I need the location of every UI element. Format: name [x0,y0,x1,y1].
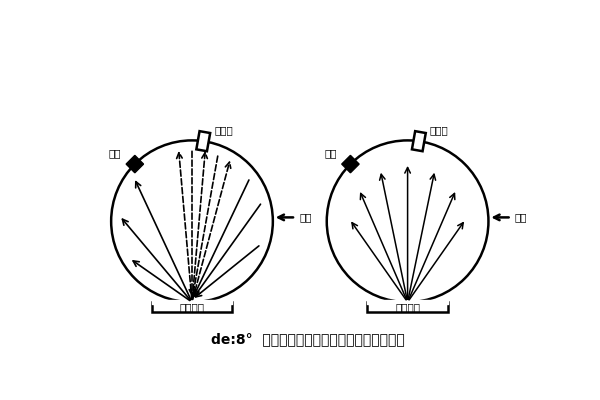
Text: 光肼: 光肼 [324,148,337,158]
Polygon shape [196,131,210,151]
Text: 传感器: 传感器 [214,125,233,135]
Text: 粗糙表面: 粗糙表面 [395,302,420,312]
Polygon shape [126,155,143,173]
Polygon shape [412,131,426,151]
Text: de:8°  几何条件下测量高光泽表面和粗糙表面: de:8° 几何条件下测量高光泽表面和粗糙表面 [211,332,404,346]
Bar [367,302,448,312]
Text: 光滑表面: 光滑表面 [179,302,205,312]
Bar [152,302,232,312]
Text: 光肼: 光肼 [109,148,121,158]
Text: 光源: 光源 [515,212,527,222]
Text: 光源: 光源 [299,212,311,222]
Text: 传感器: 传感器 [430,125,448,135]
Polygon shape [342,155,359,173]
